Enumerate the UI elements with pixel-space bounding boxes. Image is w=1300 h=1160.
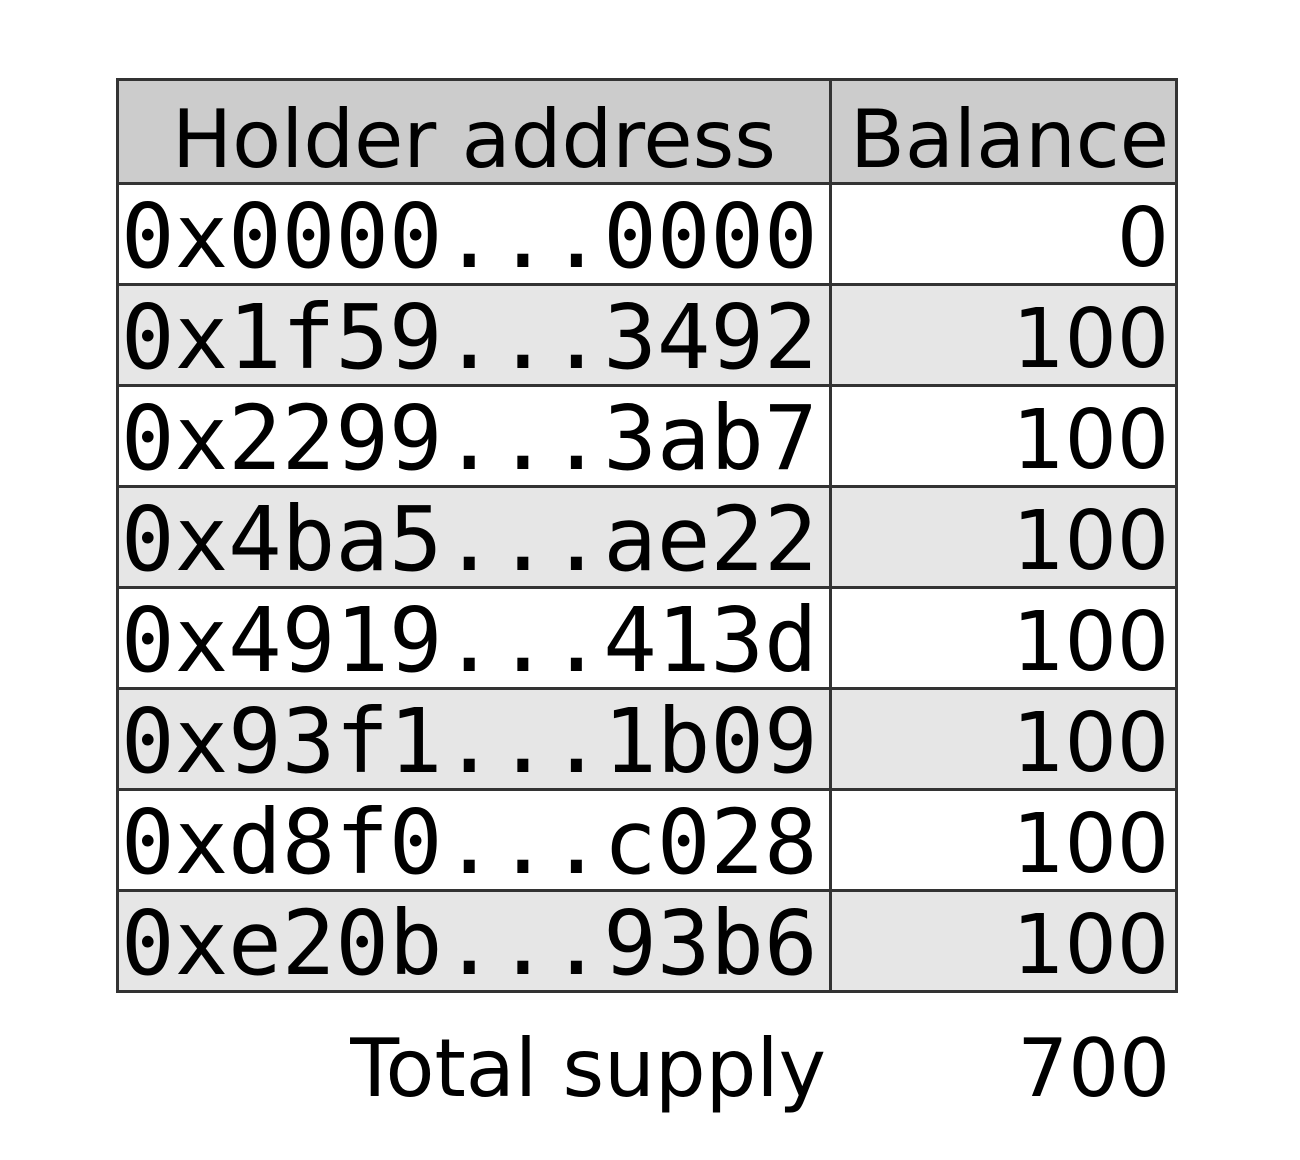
holder-address-cell: 0xe20b...93b6 (119, 892, 832, 990)
table-header: Holder address Balance (119, 81, 1175, 182)
total-supply-value: 700 (1017, 1022, 1170, 1115)
balance-cell: 100 (1012, 797, 1169, 889)
holder-address-cell: 0x93f1...1b09 (119, 690, 832, 788)
header-balance: Balance (849, 93, 1169, 182)
holder-address-cell: 0x4919...413d (119, 589, 832, 687)
balance-cell: 100 (1012, 393, 1169, 485)
header-holder-address: Holder address (119, 81, 832, 182)
balance-cell: 100 (1012, 292, 1169, 384)
table-row: 0x4ba5...ae22 100 (119, 485, 1175, 586)
table-row: 0x93f1...1b09 100 (119, 687, 1175, 788)
table-row: 0x0000...0000 0 (119, 182, 1175, 283)
total-supply-label: Total supply (350, 1022, 826, 1115)
holder-address-cell: 0x0000...0000 (119, 185, 832, 283)
holders-table: Holder address Balance 0x0000...0000 0 0x1… (116, 78, 1178, 993)
balance-cell: 100 (1012, 696, 1169, 788)
balance-cell: 100 (1012, 494, 1169, 586)
table-row: 0x4919...413d 100 (119, 586, 1175, 687)
holder-address-cell: 0x2299...3ab7 (119, 387, 832, 485)
balance-cell: 0 (1116, 191, 1169, 283)
holder-address-cell: 0xd8f0...c028 (119, 791, 832, 889)
total-supply-row: Total supply 700 (116, 1022, 1178, 1115)
table-row: 0x2299...3ab7 100 (119, 384, 1175, 485)
table-row: 0x1f59...3492 100 (119, 283, 1175, 384)
holder-address-cell: 0x4ba5...ae22 (119, 488, 832, 586)
balance-cell: 100 (1012, 898, 1169, 990)
table-row: 0xe20b...93b6 100 (119, 889, 1175, 990)
table-row: 0xd8f0...c028 100 (119, 788, 1175, 889)
balance-cell: 100 (1012, 595, 1169, 687)
holder-address-cell: 0x1f59...3492 (119, 286, 832, 384)
